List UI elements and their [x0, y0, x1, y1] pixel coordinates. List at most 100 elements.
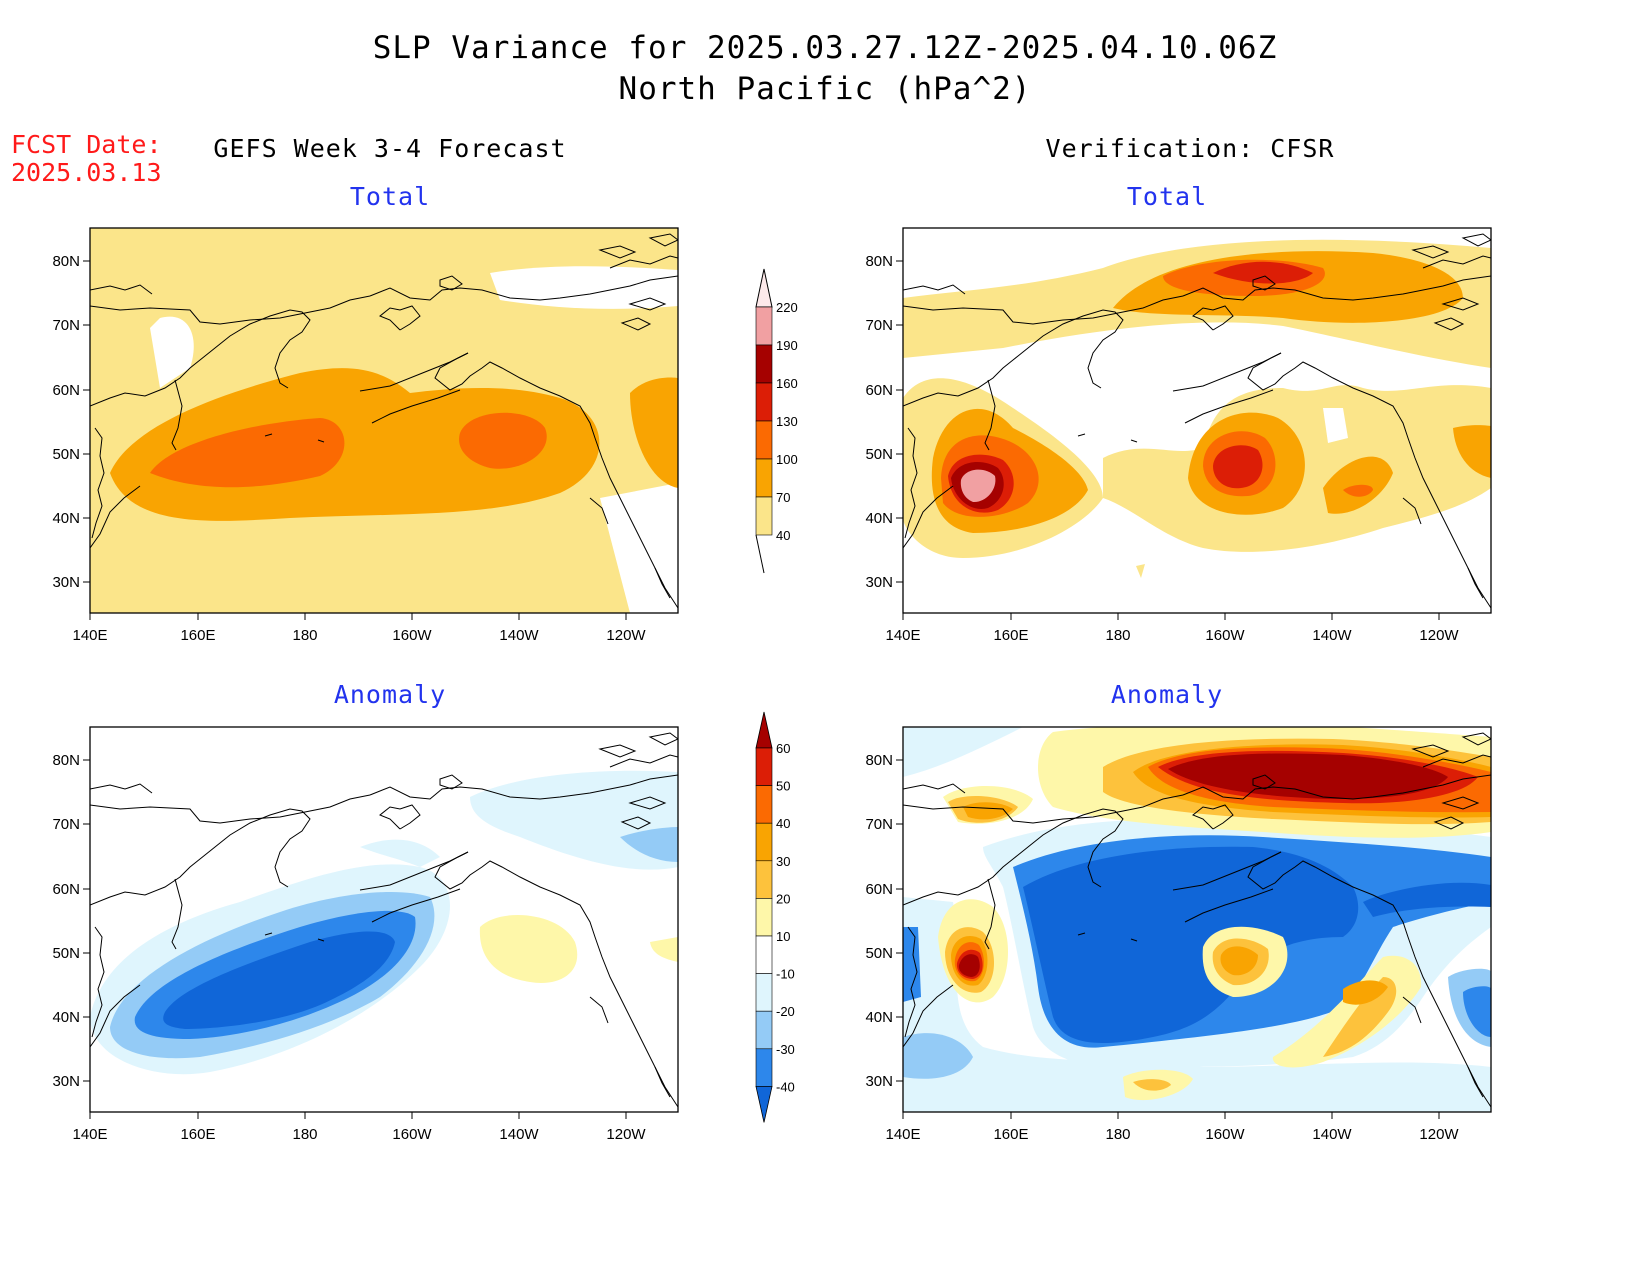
figure-title: SLP Variance for 2025.03.27.12Z-2025.04.… — [372, 30, 1278, 66]
lon-tick-label: 160W — [1205, 1126, 1245, 1143]
colorbar-total-swatch — [755, 344, 773, 384]
lat-tick-label: 30N — [865, 574, 893, 591]
lon-tick-label: 140W — [1312, 627, 1352, 644]
colorbar-anomaly-swatch — [755, 747, 773, 786]
contour-130-arctic — [1213, 261, 1313, 284]
lat-tick-label: 40N — [52, 1009, 80, 1026]
colorbar-anomaly: 60 50 40 30 20 10 -10 -20 -30 -40 — [755, 711, 795, 1123]
colorbar-anomaly-label: 30 — [776, 854, 790, 869]
contour-neg40 — [163, 931, 395, 1029]
colorbar-total-label: 130 — [776, 414, 798, 429]
lat-tick-label: 80N — [865, 253, 893, 270]
lat-tick-label: 60N — [865, 382, 893, 399]
colorbar-anomaly-label: 40 — [776, 816, 790, 831]
lat-tick-label: 70N — [865, 816, 893, 833]
lat-tick-label: 80N — [52, 752, 80, 769]
lat-tick-label: 80N — [52, 253, 80, 270]
lon-tick-label: 160E — [993, 627, 1028, 644]
lat-tick-label: 60N — [865, 881, 893, 898]
map-forecast-total: 140E 160E 180 160W 140W 120W 80N 70N 60N 50N 40N 30… — [52, 227, 679, 644]
lon-tick-label: 160E — [180, 627, 215, 644]
colorbar-total-label: 160 — [776, 376, 798, 391]
lat-tick-label: 80N — [865, 752, 893, 769]
map-verification-total: 140E 160E 180 160W 140W 120W 80N 70N 60N 50N 40N 30… — [865, 227, 1492, 644]
forecast-date-label: FCST Date: — [11, 130, 162, 159]
lat-tick-label: 40N — [865, 510, 893, 527]
lon-tick-label: 140E — [885, 1126, 920, 1143]
colorbar-anomaly-swatch — [755, 785, 773, 824]
contour-70-east — [630, 377, 678, 488]
colorbar-anomaly-swatch — [755, 1010, 773, 1050]
colorbar-anomaly-swatch — [755, 822, 773, 862]
colorbar-anomaly-min-triangle — [755, 1086, 773, 1123]
colorbar-total-swatch — [755, 420, 773, 460]
contour-100-east — [459, 412, 547, 469]
lon-tick-label: 120W — [606, 627, 646, 644]
lat-tick-label: 30N — [52, 1073, 80, 1090]
lon-tick-label: 120W — [606, 1126, 646, 1143]
lon-tick-label: 140E — [885, 627, 920, 644]
lat-tick-label: 30N — [865, 1073, 893, 1090]
lon-tick-label: 140W — [499, 1126, 539, 1143]
lat-tick-label: 30N — [52, 574, 80, 591]
lon-tick-label: 160E — [180, 1126, 215, 1143]
lon-tick-label: 180 — [1105, 1126, 1130, 1143]
colorbar-anomaly-label: 60 — [776, 741, 790, 756]
contour-below-40-northamerica — [600, 483, 678, 613]
contour-100-west — [150, 418, 345, 488]
lat-tick-label: 70N — [52, 317, 80, 334]
contour-130-central — [1213, 445, 1263, 489]
lon-tick-label: 160W — [392, 627, 432, 644]
forecast-date-value: 2025.03.13 — [11, 158, 162, 187]
colorbar-total-max-triangle — [755, 268, 773, 308]
colorbar-anomaly-label: 50 — [776, 779, 790, 794]
colorbar-anomaly-swatch — [755, 1048, 773, 1087]
colorbar-total-label: 70 — [776, 490, 790, 505]
lat-tick-label: 50N — [865, 945, 893, 962]
colorbar-anomaly-label: -10 — [776, 967, 795, 982]
lon-tick-label: 120W — [1419, 1126, 1459, 1143]
colorbar-anomaly-label: -20 — [776, 1004, 795, 1019]
lon-tick-label: 140E — [72, 627, 107, 644]
panel-subtitle-verification-anomaly: Anomaly — [1110, 680, 1224, 709]
lon-tick-label: 140W — [1312, 1126, 1352, 1143]
lat-tick-label: 60N — [52, 881, 80, 898]
lon-tick-label: 180 — [292, 627, 317, 644]
lat-tick-label: 40N — [52, 510, 80, 527]
colorbar-anomaly-swatch — [755, 973, 773, 1012]
lat-tick-label: 70N — [865, 317, 893, 334]
colorbar-total-swatch — [755, 382, 773, 422]
colorbar-anomaly-label: -40 — [776, 1079, 795, 1094]
colorbar-total-label: 40 — [776, 528, 790, 543]
contour-pos60 — [1168, 753, 1448, 799]
colorbar-total-label: 220 — [776, 300, 798, 315]
colorbar-anomaly-swatch — [755, 860, 773, 899]
lon-tick-label: 180 — [1105, 627, 1130, 644]
lat-tick-label: 60N — [52, 382, 80, 399]
lat-tick-label: 50N — [52, 446, 80, 463]
lon-tick-label: 160W — [392, 1126, 432, 1143]
column-title-forecast: GEFS Week 3-4 Forecast — [213, 134, 567, 163]
panel-subtitle-forecast-anomaly: Anomaly — [333, 680, 447, 709]
colorbar-anomaly-swatch — [755, 898, 773, 937]
lat-tick-label: 50N — [52, 945, 80, 962]
contour-below-40-siberia — [150, 316, 194, 388]
colorbar-total-swatch — [755, 306, 773, 346]
lon-tick-label: 160E — [993, 1126, 1028, 1143]
contour-neg10-north — [470, 770, 678, 870]
colorbar-total-swatch — [755, 496, 773, 536]
colorbar-anomaly-max-triangle — [755, 711, 773, 749]
contour-190-west — [960, 469, 996, 503]
contour-below-40-arctic — [490, 266, 678, 309]
colorbar-anomaly-label: 20 — [776, 891, 790, 906]
colorbar-total-swatch — [755, 458, 773, 498]
colorbar-total: 220 190 160 130 100 70 40 — [755, 268, 798, 574]
colorbar-total-label: 190 — [776, 338, 798, 353]
contour-neg40 — [1023, 846, 1359, 1043]
lon-tick-label: 180 — [292, 1126, 317, 1143]
lon-tick-label: 140E — [72, 1126, 107, 1143]
lat-tick-label: 70N — [52, 816, 80, 833]
lon-tick-label: 160W — [1205, 627, 1245, 644]
figure-subtitle: North Pacific (hPa^2) — [618, 71, 1032, 107]
lon-tick-label: 120W — [1419, 627, 1459, 644]
